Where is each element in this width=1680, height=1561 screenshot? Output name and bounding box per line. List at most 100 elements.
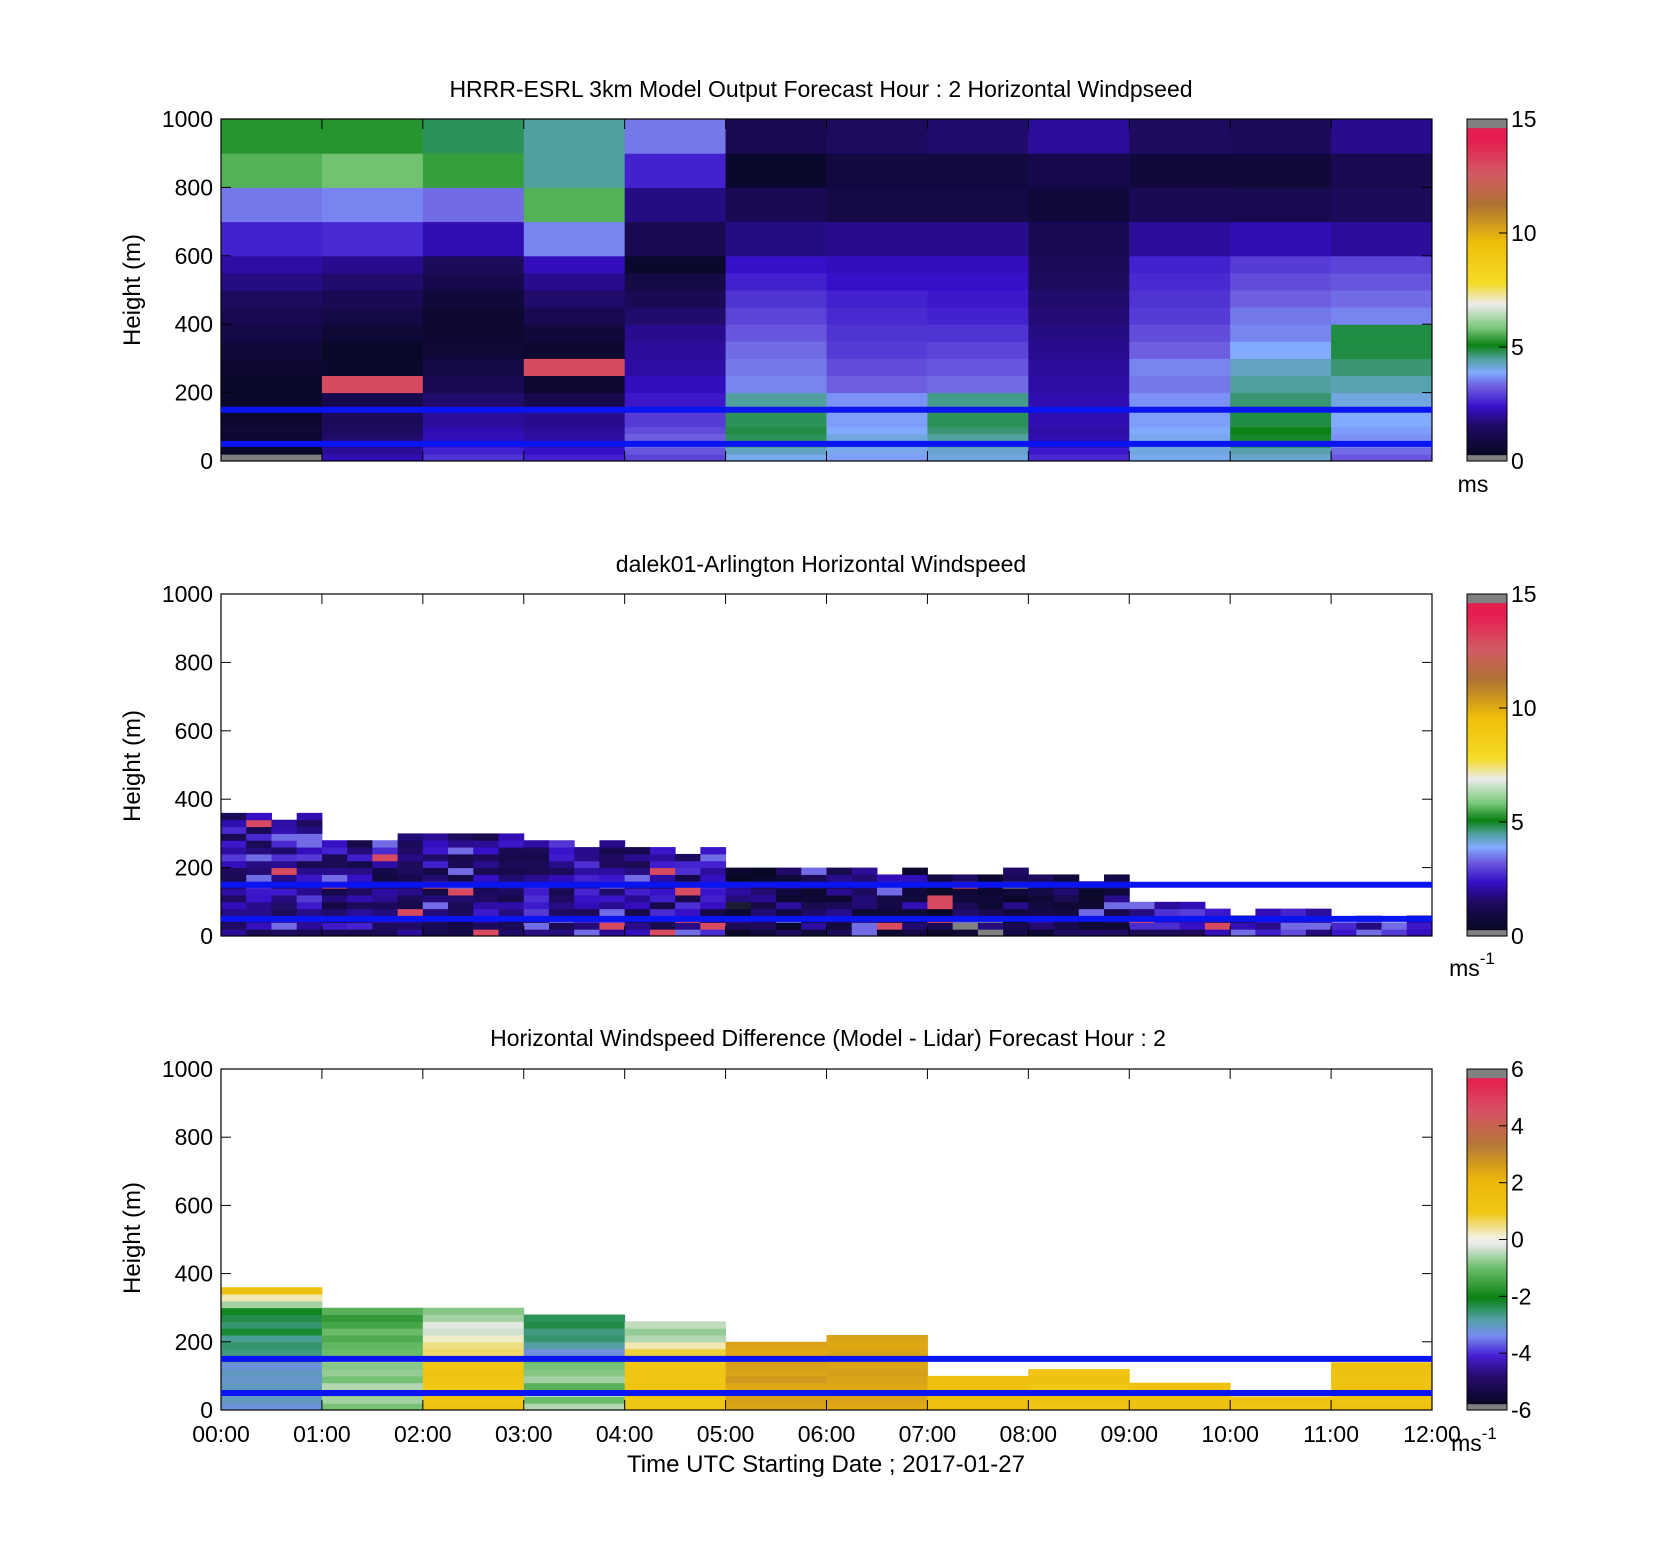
colorbar-swatch	[1467, 1258, 1507, 1262]
heatmap-cell	[700, 888, 727, 896]
heatmap-cell	[927, 272, 1029, 291]
heatmap-cell	[1179, 901, 1206, 910]
heatmap-cell	[927, 290, 1029, 308]
colorbar-swatch	[1467, 388, 1507, 392]
heatmap-cell	[599, 867, 626, 875]
colorbar-swatch	[1467, 283, 1507, 287]
colorbar-swatch	[1467, 234, 1507, 238]
heatmap-cell	[1078, 929, 1105, 937]
heatmap-cell	[725, 447, 827, 455]
y-tick-label: 200	[175, 1329, 213, 1355]
heatmap-cell	[548, 860, 575, 869]
heatmap-cell	[548, 901, 575, 910]
heatmap-cell	[422, 908, 449, 916]
heatmap-cell	[675, 894, 701, 903]
colorbar-swatch	[1467, 594, 1507, 597]
heatmap-cell	[1356, 922, 1383, 930]
colorbar-swatch	[1467, 140, 1507, 144]
heatmap-cell	[927, 409, 1029, 428]
colorbar-swatch	[1467, 692, 1507, 696]
heatmap-cell	[826, 433, 928, 441]
heatmap-cell	[1028, 187, 1130, 223]
colorbar-swatch	[1467, 270, 1507, 274]
colorbar-swatch	[1467, 1100, 1507, 1104]
heatmap-cell	[776, 908, 802, 916]
colorbar-swatch	[1467, 1297, 1507, 1300]
heatmap-cell	[221, 1403, 323, 1411]
colorbar-swatch	[1467, 390, 1507, 394]
heatmap-cell	[523, 290, 626, 308]
heatmap-cell	[1028, 392, 1130, 411]
heatmap-cell	[548, 894, 575, 903]
colorbar-swatch	[1467, 918, 1507, 922]
colorbar-swatch	[1467, 1222, 1507, 1226]
heatmap-cell	[725, 272, 827, 291]
heatmap-cell	[700, 901, 727, 910]
heatmap-cell	[1204, 908, 1231, 916]
heatmap-cell	[624, 860, 651, 869]
heatmap-cell	[221, 874, 247, 882]
colorbar-swatch	[1467, 908, 1507, 911]
colorbar-swatch	[1467, 428, 1507, 432]
heatmap-cell	[1028, 1369, 1130, 1377]
colorbar-swatch	[1467, 754, 1507, 758]
colorbar-swatch	[1467, 670, 1507, 674]
colorbar-swatch	[1467, 619, 1507, 623]
heatmap-cell	[498, 894, 525, 903]
heatmap-cell	[523, 922, 550, 930]
colorbar-swatch	[1467, 1256, 1507, 1260]
heatmap-cell	[422, 874, 449, 882]
heatmap-cell	[1255, 929, 1282, 937]
heatmap-cell	[523, 847, 550, 855]
heatmap-cell	[321, 894, 348, 903]
heatmap-cell	[246, 840, 272, 848]
colorbar-swatch	[1467, 805, 1507, 809]
heatmap-cell	[271, 833, 298, 841]
heatmap-cell	[1331, 1369, 1433, 1377]
heatmap-cell	[246, 929, 272, 937]
heatmap-cell	[776, 867, 802, 875]
heatmap-cell	[826, 307, 928, 325]
colorbar-swatch	[1467, 1105, 1507, 1108]
heatmap-cell	[1331, 922, 1357, 930]
colorbar-swatch	[1467, 1111, 1507, 1115]
colorbar-swatch	[1467, 741, 1507, 745]
heatmap-cell	[548, 874, 575, 882]
heatmap-cell	[498, 867, 525, 875]
heatmap-cell	[851, 867, 878, 875]
colorbar-swatch	[1467, 1158, 1507, 1162]
heatmap-cell	[1331, 358, 1433, 376]
colorbar-swatch	[1467, 304, 1507, 308]
colorbar-swatch	[1467, 426, 1507, 430]
heatmap-cell	[1028, 324, 1130, 342]
heatmap-cell	[700, 853, 727, 862]
colorbar-swatch	[1467, 322, 1507, 325]
colorbar-swatch	[1467, 880, 1507, 884]
x-tick-label: 02:00	[394, 1421, 452, 1447]
heatmap-cell	[1230, 929, 1256, 937]
colorbar-swatch	[1467, 1137, 1507, 1140]
heatmap-cell	[1331, 307, 1433, 325]
heatmap-cell	[1129, 454, 1231, 462]
heatmap-cell	[1053, 901, 1080, 910]
y-tick-label: 1000	[162, 106, 213, 132]
heatmap-cell	[321, 433, 424, 441]
colorbar-swatch	[1467, 356, 1507, 359]
colorbar-swatch	[1467, 1301, 1507, 1305]
heatmap-cell	[1003, 908, 1029, 916]
colorbar-swatch	[1467, 183, 1507, 186]
heatmap-cell	[1230, 447, 1332, 455]
heatmap-cell	[1053, 929, 1080, 937]
heatmap-cell	[977, 929, 1004, 937]
heatmap-cell	[523, 307, 626, 325]
heatmap-cell	[1129, 341, 1231, 359]
colorbar-swatch	[1467, 146, 1507, 150]
heatmap-cell	[473, 929, 500, 937]
colorbar-swatch	[1467, 272, 1507, 276]
heatmap-cell	[271, 901, 298, 910]
colorbar-swatch	[1467, 1107, 1507, 1111]
heatmap-cell	[422, 888, 449, 896]
heatmap-cell	[826, 392, 928, 411]
heatmap-cell	[826, 187, 928, 223]
colorbar-tick-label: 0	[1511, 1227, 1524, 1253]
